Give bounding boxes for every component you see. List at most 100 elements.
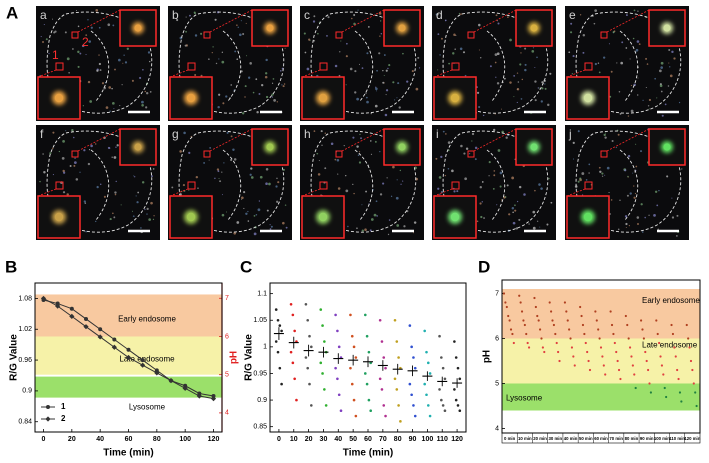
speckle — [597, 62, 600, 64]
data-point — [365, 382, 369, 386]
speckle — [482, 114, 485, 117]
speckle — [647, 105, 650, 107]
speckle — [87, 80, 91, 84]
speckle — [283, 168, 285, 171]
data-point — [339, 409, 343, 413]
speckle — [88, 40, 92, 43]
speckle — [68, 71, 70, 74]
speckle — [465, 147, 469, 150]
data-point — [304, 356, 308, 359]
speckle — [671, 50, 674, 54]
data-point — [689, 359, 693, 363]
data-point — [677, 377, 680, 381]
data-point — [598, 337, 601, 340]
data-point — [367, 350, 371, 354]
speckle — [635, 48, 639, 52]
speckle — [265, 167, 269, 171]
speckle — [396, 224, 400, 227]
y2-tick-label: 7 — [225, 295, 229, 302]
speckle — [209, 147, 212, 149]
speckle — [538, 87, 540, 89]
cell-outline — [442, 11, 549, 114]
speckle — [661, 114, 664, 117]
speckle — [511, 207, 515, 210]
speckle — [593, 22, 596, 25]
speckle — [276, 200, 279, 203]
subpanel-label: a — [40, 8, 47, 22]
speckle — [222, 102, 225, 105]
speckle — [376, 215, 378, 217]
speckle — [518, 218, 521, 221]
speckle — [121, 84, 123, 86]
speckle — [447, 141, 451, 145]
speckle — [624, 169, 627, 172]
speckle — [141, 103, 144, 107]
data-point — [555, 341, 558, 345]
speckle — [361, 67, 364, 70]
data-point — [633, 373, 636, 376]
speckle — [339, 51, 341, 53]
speckle — [394, 99, 396, 101]
data-point — [456, 404, 460, 407]
speckle — [645, 86, 647, 88]
speckle — [479, 186, 482, 189]
speckle — [226, 131, 229, 134]
roi-box — [203, 150, 211, 158]
speckle — [492, 187, 495, 190]
data-point — [306, 318, 310, 322]
speckle — [358, 161, 362, 164]
data-point — [408, 324, 412, 327]
x-tick-label: 80 min — [625, 436, 639, 441]
data-point — [324, 404, 328, 407]
marker-label: 2 — [82, 35, 89, 49]
speckle — [83, 200, 86, 203]
speckle — [99, 69, 102, 72]
data-point — [280, 382, 283, 386]
speckle — [374, 104, 378, 108]
speckle — [131, 210, 133, 212]
data-point — [289, 350, 293, 354]
data-point — [337, 345, 341, 349]
speckle — [66, 193, 69, 196]
data-point — [453, 340, 456, 343]
data-point — [523, 323, 526, 327]
speckle — [49, 152, 52, 155]
speckle — [280, 70, 282, 72]
speckle — [380, 32, 383, 35]
speckle — [517, 81, 520, 83]
data-point — [382, 404, 386, 407]
x-tick-label: 30 — [320, 436, 328, 443]
speckle — [606, 166, 610, 170]
speckle — [217, 105, 220, 109]
speckle — [58, 150, 61, 153]
micrograph: f — [36, 125, 160, 240]
diamond-marker — [210, 396, 217, 402]
speckle — [516, 72, 519, 74]
speckle — [171, 186, 174, 189]
data-point — [274, 308, 278, 311]
subpanel-label: e — [569, 8, 576, 22]
speckle — [152, 218, 155, 221]
diamond-marker — [140, 362, 146, 368]
x-tick-label: 30 min — [548, 436, 562, 441]
speckle — [452, 52, 455, 55]
circle-marker — [126, 347, 131, 352]
data-point — [321, 372, 324, 375]
speckle — [633, 185, 635, 187]
data-point — [336, 329, 339, 333]
speckle — [338, 74, 341, 77]
speckle — [657, 228, 660, 231]
speckle — [644, 216, 646, 219]
y-tick-label: 4 — [495, 425, 499, 432]
data-point — [426, 404, 430, 407]
speckle — [365, 92, 367, 94]
data-point — [649, 391, 653, 394]
speckle — [253, 232, 257, 236]
speckle — [648, 108, 650, 110]
speckle — [476, 91, 480, 94]
speckle — [321, 144, 323, 146]
data-point — [641, 328, 644, 331]
speckle — [135, 195, 137, 197]
diamond-marker — [125, 354, 132, 361]
speckle — [437, 33, 440, 36]
